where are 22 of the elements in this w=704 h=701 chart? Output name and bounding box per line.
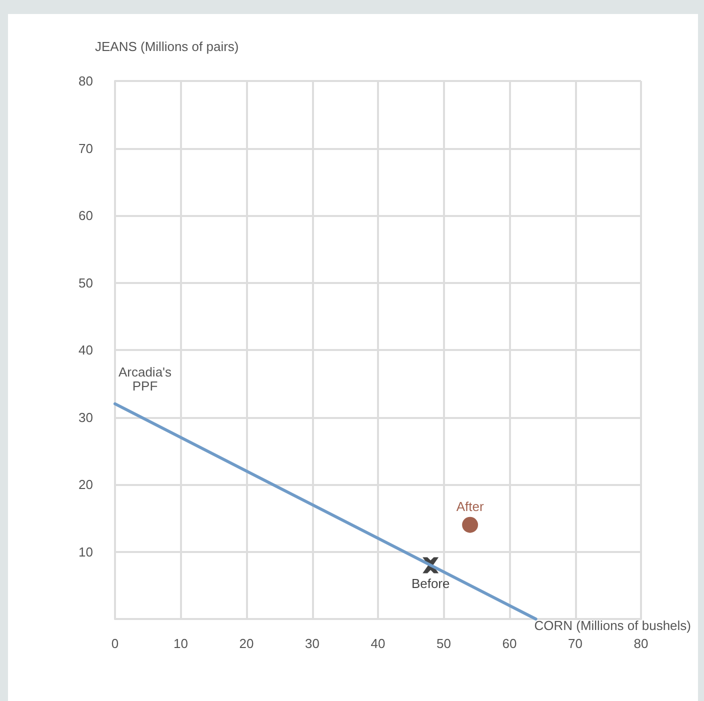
x-tick-label: 30 [305,636,320,651]
x-axis-title: CORN (Millions of bushels) [534,618,691,633]
series-label: After [456,498,484,514]
y-tick-label: 30 [78,410,93,425]
x-tick-label: 0 [111,636,119,651]
x-tick-label: 70 [568,636,582,651]
y-axis-title: JEANS (Millions of pairs) [95,39,239,54]
x-tick-label: 80 [634,636,648,651]
y-tick-label: 70 [78,140,93,156]
x-tick-label: 50 [436,636,451,651]
y-tick-label: 60 [78,208,93,223]
x-tick-label: 60 [502,636,517,651]
y-tick-label: 10 [78,544,93,560]
x-tick-label: 20 [239,636,254,651]
y-tick-label: 50 [78,275,93,290]
series-label: Before [411,576,450,592]
x-tick-label: 40 [370,636,386,651]
series-label: Arcadia's PPF [118,364,172,394]
y-tick-label: 40 [78,342,93,358]
x-tick-label: 10 [174,636,188,651]
y-tick-label: 20 [78,477,93,492]
y-tick-label: 80 [78,74,93,88]
